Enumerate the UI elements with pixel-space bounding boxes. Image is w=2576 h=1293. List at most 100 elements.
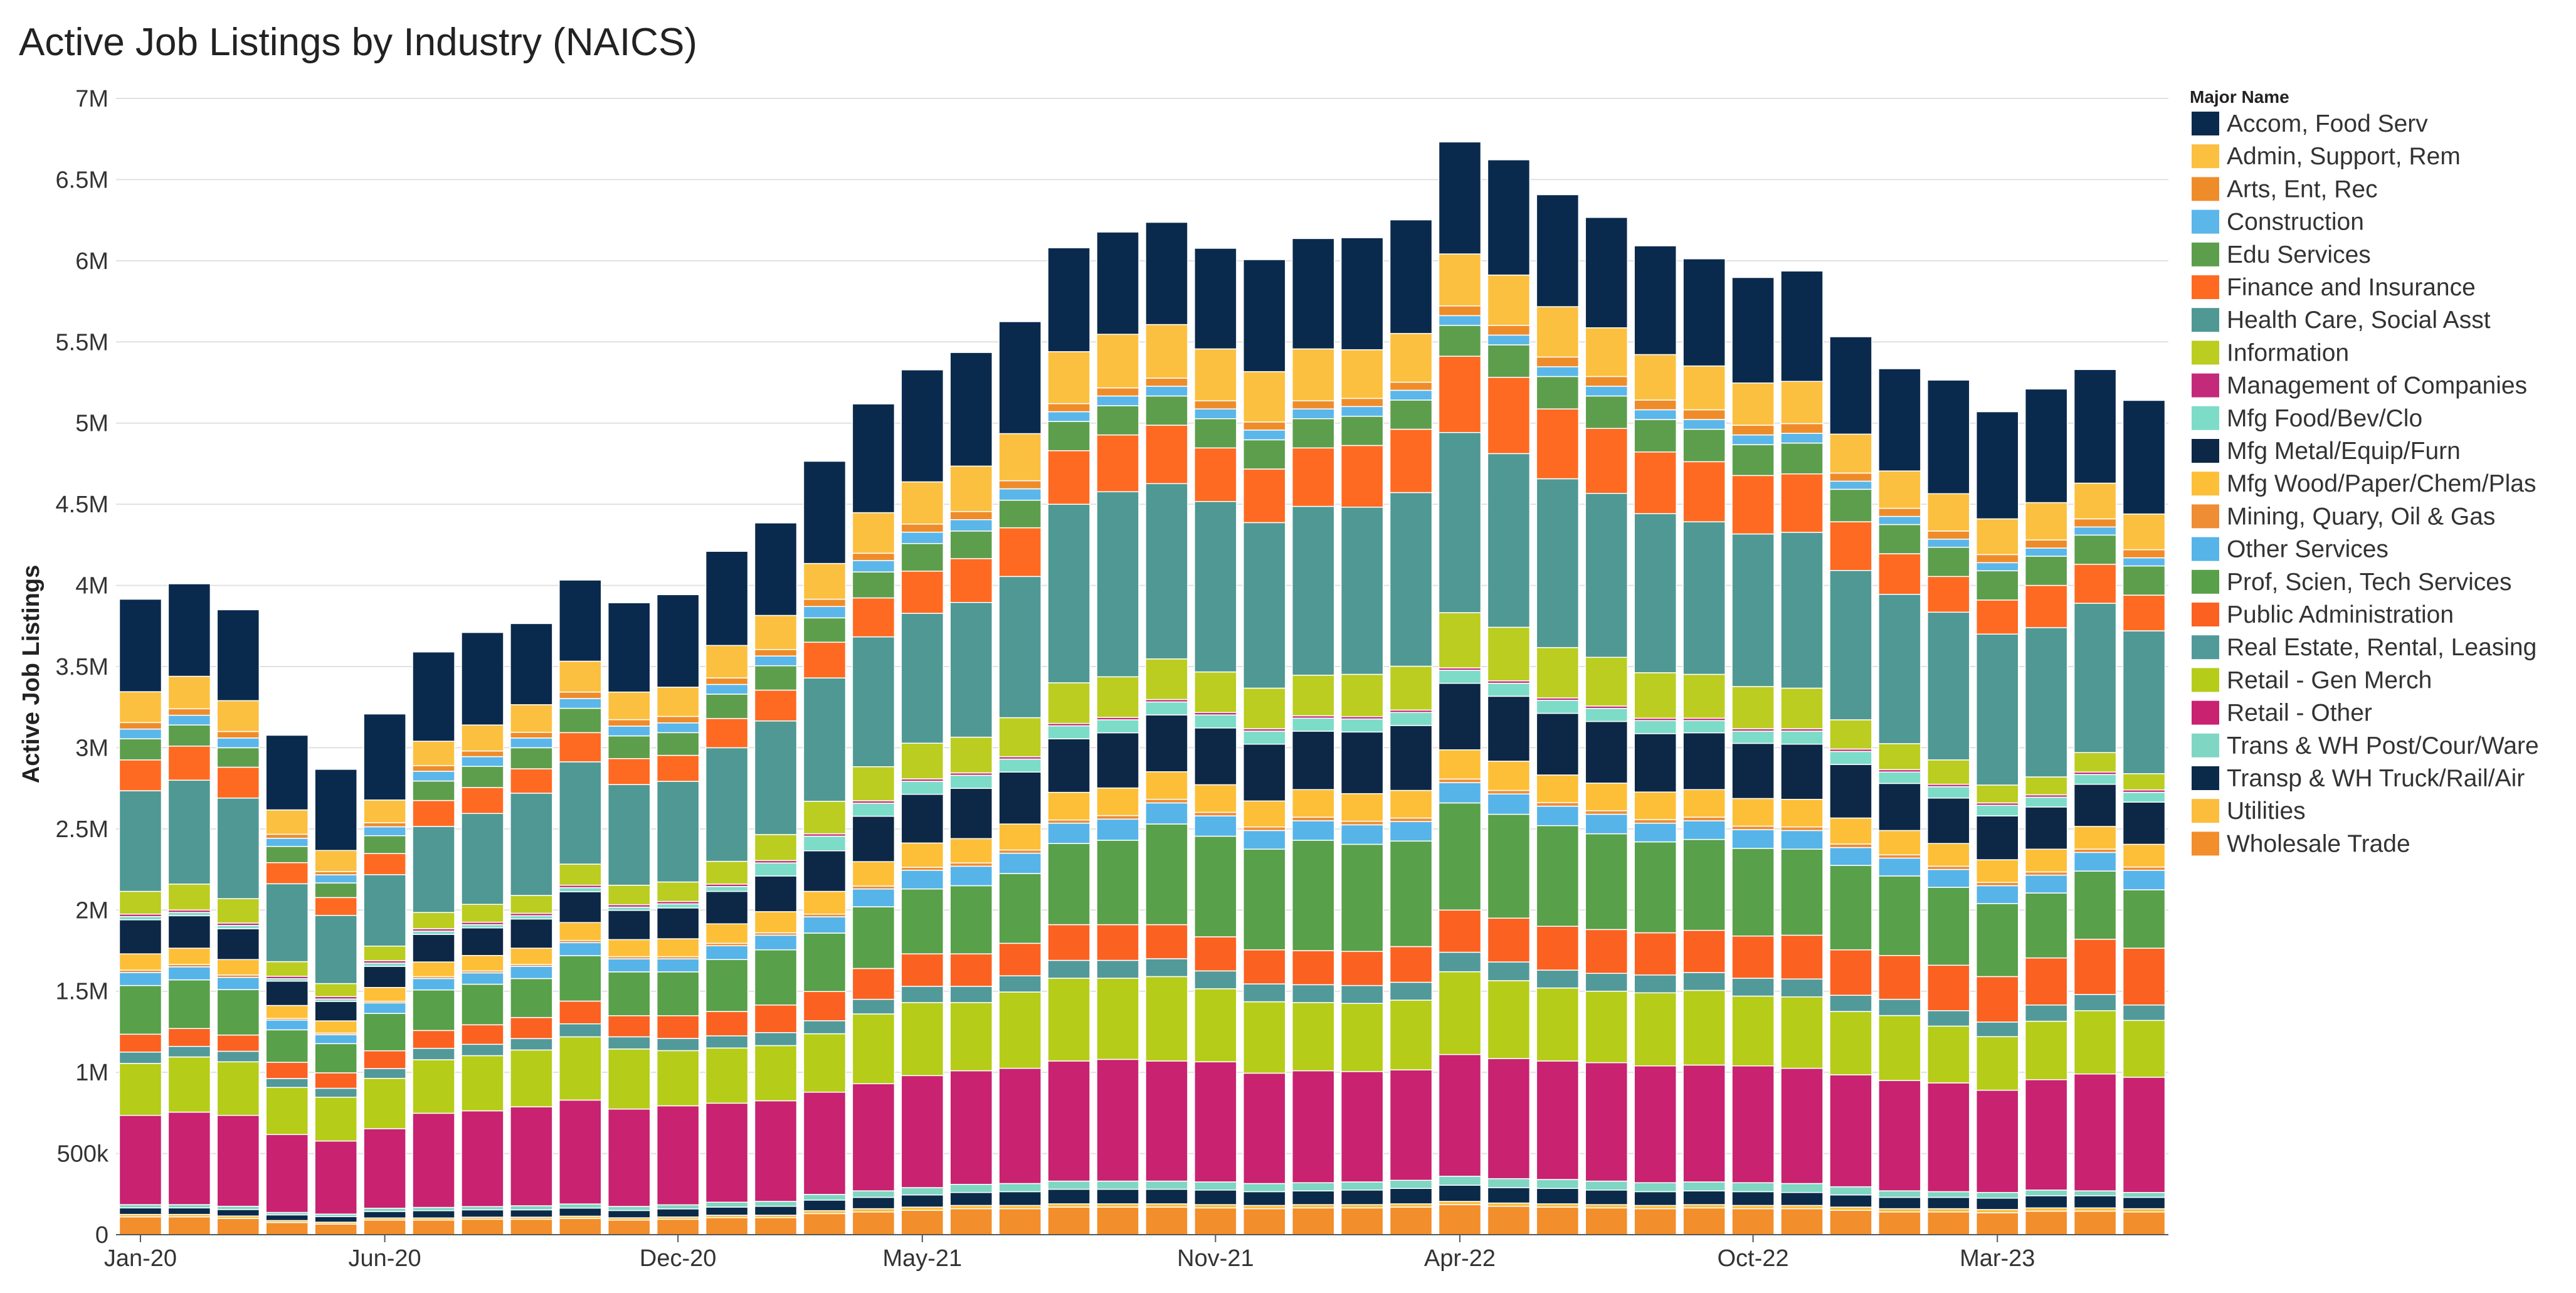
bar-segment (1731, 1208, 1775, 1235)
bar-segment (705, 718, 749, 749)
bar-segment (998, 1067, 1042, 1185)
bar-segment (656, 1015, 700, 1039)
bar-segment (1634, 974, 1677, 994)
bar-segment (2024, 547, 2068, 557)
bar-segment (949, 558, 993, 603)
bar-segment (1243, 1205, 1286, 1210)
legend-swatch (2192, 275, 2219, 299)
bar-segment (1243, 1208, 1286, 1235)
bar-segment (1682, 816, 1726, 821)
bar-segment (2024, 539, 2068, 549)
bar-segment (559, 1023, 602, 1038)
bar-segment (1047, 450, 1090, 505)
bar-segment (1096, 1206, 1139, 1235)
bar-segment (559, 579, 602, 662)
bar-segment (998, 942, 1042, 976)
bar-segment (363, 713, 406, 801)
bar-segment (1389, 492, 1433, 667)
bar-segment (119, 598, 162, 692)
bar-segment (1291, 400, 1335, 409)
bar-segment (1585, 657, 1628, 707)
bar-segment (510, 966, 553, 979)
bar-segment (1731, 277, 1775, 384)
bar-segment (1536, 805, 1580, 826)
bar-segment (119, 1063, 162, 1116)
legend-swatch (2192, 700, 2219, 725)
bar-segment (265, 1029, 309, 1063)
bar-segment (1047, 924, 1090, 961)
bar-segment (265, 1005, 309, 1019)
bar-segment (1829, 764, 1872, 819)
bar-segment (705, 645, 749, 678)
bar-segment (900, 870, 944, 890)
bar-segment (949, 736, 993, 774)
bar-segment (167, 915, 211, 949)
bar-segment (461, 972, 504, 985)
bar-segment (705, 1102, 749, 1203)
bar-segment (998, 499, 1042, 529)
bar-segment (803, 641, 847, 678)
bar-segment (1878, 857, 1921, 877)
bar-segment (803, 932, 847, 992)
bar-segment (363, 1219, 406, 1235)
bar-segment (900, 481, 944, 525)
bar-segment (1731, 434, 1775, 445)
bar-segment (1829, 1206, 1872, 1211)
bar-segment (1291, 348, 1335, 402)
bar-segment (1487, 325, 1531, 336)
legend-swatch (2192, 733, 2219, 757)
bar-segment (1438, 356, 1482, 433)
bar-segment (1731, 444, 1775, 477)
bar-segment (1585, 327, 1628, 377)
bar-segment (1047, 421, 1090, 451)
y-tick-label: 500k (57, 1141, 109, 1168)
bar-segment (461, 955, 504, 972)
bar-segment (1340, 1071, 1384, 1183)
bar-segment (607, 971, 651, 1016)
bar-segment (363, 874, 406, 947)
bar-segment (998, 1191, 1042, 1206)
bar-segment (998, 771, 1042, 825)
bar-segment (1145, 771, 1188, 800)
bar-segment (1291, 789, 1335, 818)
bar-segment (1536, 987, 1580, 1062)
bar-segment (900, 1075, 944, 1188)
bar-segment (1096, 787, 1139, 816)
bar-segment (510, 1205, 553, 1211)
legend-label: Wholesale Trade (2227, 830, 2410, 857)
bar-segment (607, 1015, 651, 1038)
bar-segment (607, 691, 651, 720)
bar-segment (510, 768, 553, 794)
bar-segment (412, 741, 455, 766)
bar-segment (1829, 847, 1872, 866)
bar-segment (510, 1049, 553, 1107)
bar-segment (314, 915, 357, 984)
bar-segment (1536, 700, 1580, 714)
legend-swatch (2192, 340, 2219, 365)
bar-segment (1682, 1190, 1726, 1205)
bar-segment (1927, 379, 1970, 495)
bar-segment (1585, 1207, 1628, 1235)
bar-segment (167, 675, 211, 710)
bar-segment (656, 754, 700, 782)
bar-segment (1682, 720, 1726, 734)
legend: Major Name Accom, Food Serv Admin, Suppor… (2190, 87, 2539, 857)
bar-segment (949, 838, 993, 863)
bar-segment (1194, 1190, 1237, 1205)
bar-segment (412, 1112, 455, 1208)
bar-segment (2122, 801, 2166, 845)
bar-segment (607, 784, 651, 886)
bar-segment (1389, 1206, 1433, 1235)
bar-segment (1536, 366, 1580, 377)
bar-segment (803, 598, 847, 607)
bar-segment (998, 852, 1042, 874)
bar-segment (1438, 971, 1482, 1055)
bar-segment (1487, 453, 1531, 628)
bar-segment (900, 1194, 944, 1208)
bar-segment (1878, 1196, 1921, 1210)
bar-segment (2122, 870, 2166, 890)
bar-segment (1927, 493, 1970, 532)
bar-segment (314, 1140, 357, 1215)
bar-segment (1585, 428, 1628, 494)
bar-segment (1731, 742, 1775, 800)
